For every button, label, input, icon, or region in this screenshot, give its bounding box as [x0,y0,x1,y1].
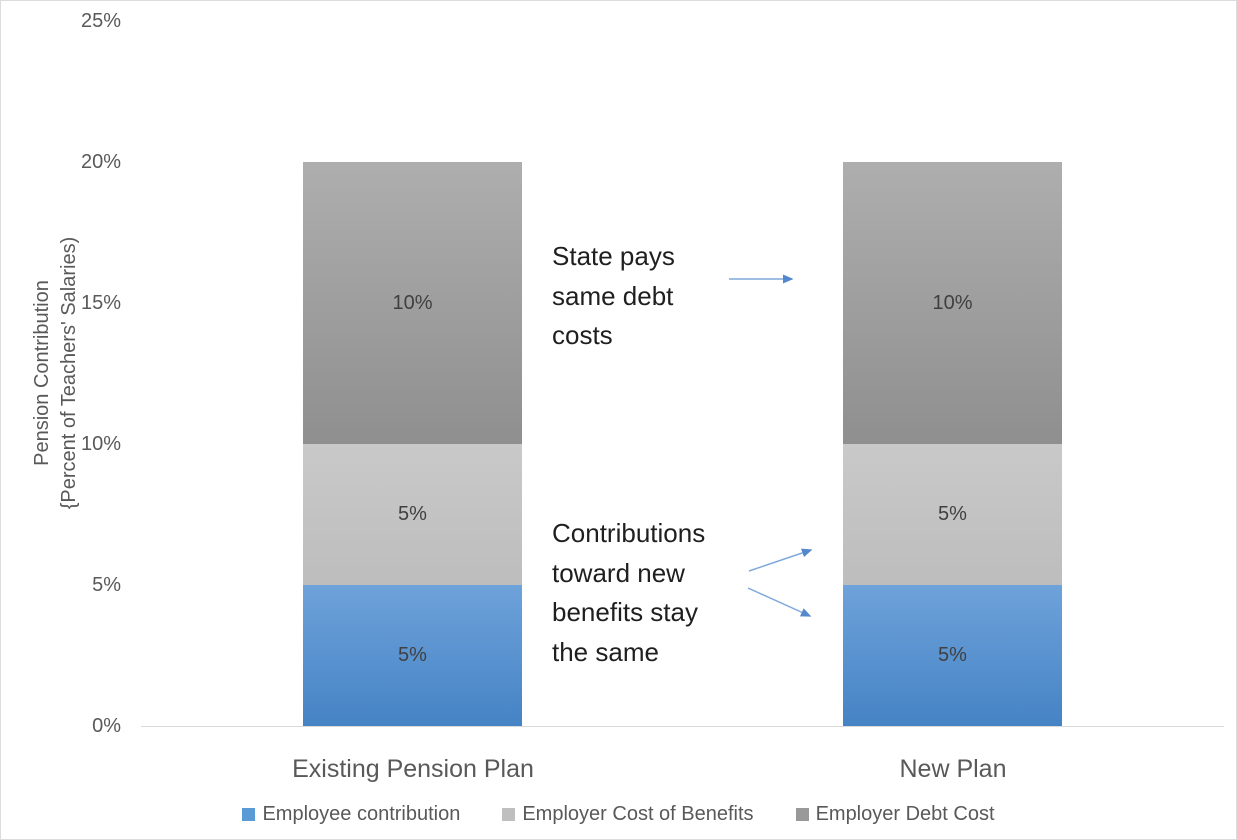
legend-swatch-employee-icon [242,808,256,821]
legend: Employee contribution Employer Cost of B… [1,803,1236,826]
arrow-up-right-icon [748,548,813,572]
y-tick-10: 10% [80,433,121,455]
category-label-existing-plan: Existing Pension Plan [292,755,534,783]
segment-value-label: 5% [938,644,967,666]
bar-existing-debt-segment: 10% [303,162,522,444]
legend-label-benefits: Employer Cost of Benefits [522,803,754,825]
y-tick-20: 20% [80,151,121,173]
arrow-down-right-icon [747,587,812,617]
segment-value-label: 5% [398,503,427,525]
segment-value-label: 5% [398,644,427,666]
annotation-state-debt: State pays same debt costs [552,241,675,350]
legend-label-employee: Employee contribution [262,803,461,825]
segment-value-label: 5% [938,503,967,525]
legend-item-employer-debt: Employer Debt Cost [795,803,995,826]
annotation-contributions: Contributions toward new benefits stay t… [552,518,706,667]
bar-existing-employee-segment: 5% [303,585,522,726]
segment-value-label: 10% [932,291,973,314]
bar-new-debt-segment: 10% [843,162,1062,444]
bar-new-employee-segment: 5% [843,585,1062,726]
x-axis-line [141,726,1224,727]
legend-swatch-benefits-icon [502,808,516,821]
segment-value-label: 10% [392,291,433,314]
legend-item-employer-benefits: Employer Cost of Benefits [502,803,754,826]
bar-new-benefits-segment: 5% [843,444,1062,585]
category-label-new-plan: New Plan [899,755,1007,783]
legend-label-debt: Employer Debt Cost [815,803,995,825]
y-tick-0: 0% [92,715,121,737]
y-tick-25: 25% [80,10,121,32]
legend-item-employee-contribution: Employee contribution [242,803,460,826]
y-tick-15: 15% [80,292,121,314]
legend-swatch-debt-icon [795,808,809,821]
bar-existing-benefits-segment: 5% [303,444,522,585]
y-tick-5: 5% [92,574,121,596]
